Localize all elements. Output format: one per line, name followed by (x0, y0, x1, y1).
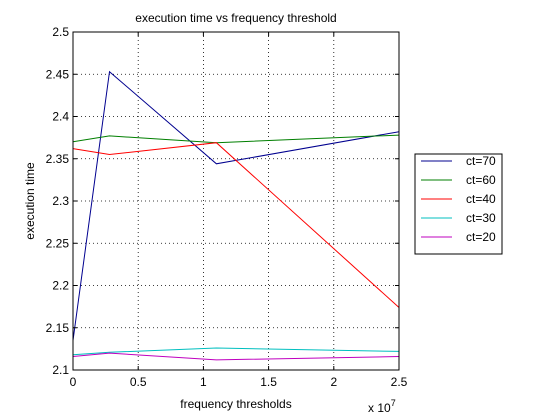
y-tick-label: 2.5 (52, 25, 69, 39)
plot-area-background (73, 32, 399, 370)
x-tick-label: 0.5 (130, 375, 147, 389)
x-axis-multiplier-base: x 10 (368, 401, 391, 415)
x-axis-label: frequency thresholds (180, 397, 291, 411)
x-tick-label: 0 (70, 375, 77, 389)
x-tick-label: 1 (200, 375, 207, 389)
x-axis-multiplier-exponent: 7 (391, 398, 396, 408)
series-lines (72, 70, 400, 361)
y-tick-label: 2.35 (46, 152, 70, 166)
series-line-ct-20 (72, 352, 400, 361)
axis-ticks: 0 0.5 1 1.5 2 2.5 2.1 2.15 2.2 2.25 2.3 2.35 2.4 2.45… (46, 25, 408, 389)
x-tick-label: 2 (330, 375, 337, 389)
x-axis-multiplier: x 107 (368, 398, 396, 415)
series-line-ct-60 (72, 134, 400, 144)
y-tick-label: 2.4 (52, 110, 69, 124)
y-tick-label: 2.2 (52, 279, 69, 293)
legend-label: ct=70 (466, 154, 496, 168)
y-tick-label: 2.1 (52, 363, 69, 377)
legend: ct=70 ct=60 ct=40 ct=30 ct=20 (414, 153, 503, 255)
series-line-ct-40 (72, 142, 400, 308)
legend-label: ct=40 (466, 192, 496, 206)
y-tick-label: 2.15 (46, 321, 70, 335)
series-line-ct-30 (72, 347, 400, 356)
y-tick-label: 2.3 (52, 194, 69, 208)
chart-title: execution time vs frequency threshold (135, 11, 336, 25)
x-tick-label: 1.5 (260, 375, 277, 389)
grid-lines (73, 32, 399, 370)
legend-label: ct=30 (466, 211, 496, 225)
x-tick-label: 2.5 (391, 375, 408, 389)
y-tick-label: 2.25 (46, 236, 70, 250)
y-tick-label: 2.45 (46, 67, 70, 81)
legend-label: ct=60 (466, 173, 496, 187)
y-axis-label: execution time (23, 162, 37, 240)
series-line-ct-70 (72, 70, 400, 341)
legend-label: ct=20 (466, 230, 496, 244)
